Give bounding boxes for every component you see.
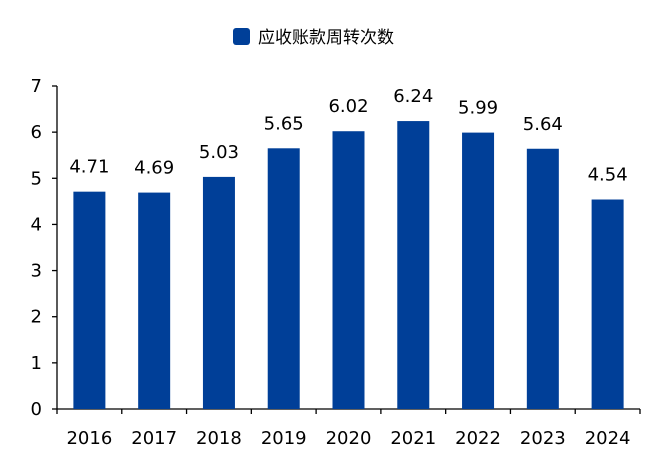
y-tick-label: 1 — [31, 353, 42, 374]
legend: 应收账款周转次数 — [233, 28, 394, 48]
bar — [526, 148, 559, 410]
y-tick-label: 0 — [31, 399, 42, 420]
x-tick-label: 2018 — [196, 428, 242, 449]
legend-swatch — [233, 28, 250, 45]
x-tick-labels: 2016 2017 2018 2019 2020 2021 2022 2023 2024 — [66, 428, 630, 449]
y-tick-label: 2 — [31, 307, 42, 328]
bar — [267, 148, 300, 410]
bar — [397, 121, 430, 409]
data-label: 4.69 — [134, 158, 174, 179]
bar — [462, 132, 495, 409]
data-label: 5.03 — [199, 142, 239, 163]
data-label: 4.71 — [69, 157, 109, 178]
y-tick-label: 6 — [31, 122, 42, 143]
x-tick-label: 2021 — [390, 428, 436, 449]
legend-label: 应收账款周转次数 — [258, 28, 394, 48]
data-label: 4.54 — [588, 165, 628, 186]
bar — [332, 131, 365, 409]
bars — [73, 121, 624, 410]
x-tick-label: 2017 — [131, 428, 177, 449]
x-tick-label: 2022 — [455, 428, 501, 449]
x-tick-label: 2016 — [66, 428, 112, 449]
y-tick-labels: 0 1 2 3 4 5 6 7 — [31, 76, 42, 420]
bar — [73, 191, 106, 409]
data-label: 5.99 — [458, 98, 498, 119]
x-tick-label: 2024 — [585, 428, 631, 449]
bar — [202, 176, 235, 409]
data-labels: 4.71 4.69 5.03 5.65 6.02 6.24 5.99 5.64 4.54 — [69, 86, 627, 185]
data-label: 5.65 — [264, 113, 304, 134]
x-tick-label: 2023 — [520, 428, 566, 449]
bar — [138, 192, 171, 409]
x-tick-label: 2020 — [326, 428, 372, 449]
y-tick-label: 5 — [31, 168, 42, 189]
bar — [591, 199, 624, 409]
data-label: 6.02 — [328, 96, 368, 117]
data-label: 6.24 — [393, 86, 433, 107]
y-tick-label: 3 — [31, 261, 42, 282]
y-tick-label: 7 — [31, 76, 42, 97]
x-tick-label: 2019 — [261, 428, 307, 449]
y-tick-label: 4 — [31, 214, 42, 235]
data-label: 5.64 — [523, 114, 563, 135]
